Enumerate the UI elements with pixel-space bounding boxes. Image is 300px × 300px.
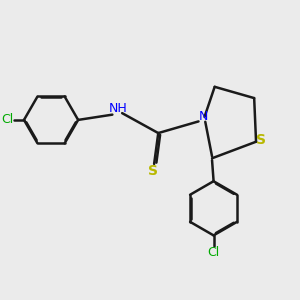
Text: Cl: Cl: [207, 246, 220, 259]
Text: S: S: [256, 133, 266, 147]
Text: NH: NH: [108, 102, 127, 115]
Text: S: S: [148, 164, 158, 178]
Text: Cl: Cl: [1, 113, 13, 126]
Text: N: N: [198, 110, 208, 123]
